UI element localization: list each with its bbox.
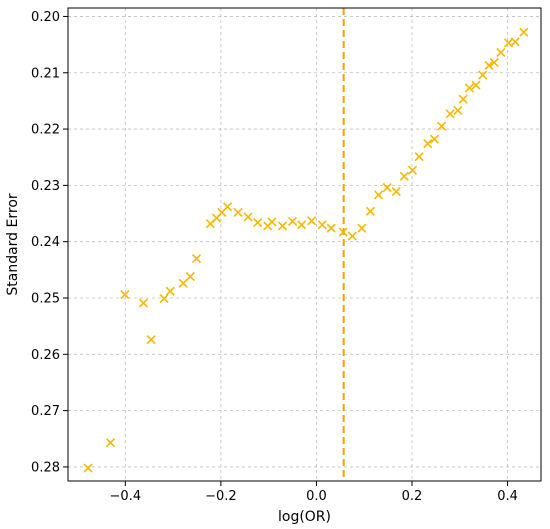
- x-axis-ticks: −0.4 −0.2 0.0 0.2 0.4: [110, 481, 518, 504]
- data-point: [233, 207, 243, 217]
- y-tick-label: 0.21: [31, 66, 60, 81]
- data-point: [429, 134, 440, 144]
- x-tick-label: 0.4: [497, 489, 518, 504]
- y-axis-ticks: 0.20 0.21 0.22 0.23 0.24 0.25 0.26 0.27 0.28: [31, 10, 68, 475]
- y-tick-label: 0.24: [31, 235, 60, 250]
- data-point: [357, 223, 367, 233]
- data-point: [414, 152, 424, 162]
- plot-frame: [67, 7, 542, 482]
- data-point: [159, 293, 169, 304]
- data-point: [317, 220, 327, 230]
- x-tick-label: −0.4: [110, 489, 142, 504]
- x-tick-label: −0.2: [205, 489, 237, 504]
- data-point: [437, 121, 447, 131]
- data-point: [373, 190, 384, 200]
- y-tick-label: 0.28: [31, 460, 60, 475]
- data-point: [326, 223, 336, 233]
- data-point: [178, 278, 188, 288]
- y-tick-label: 0.27: [31, 404, 60, 419]
- data-point: [519, 27, 529, 37]
- data-point: [338, 227, 348, 237]
- grid: [68, 8, 541, 481]
- data-point: [243, 212, 253, 222]
- data-point: [464, 83, 474, 93]
- data-point: [267, 217, 277, 227]
- data-point: [399, 171, 409, 181]
- data-point: [185, 272, 195, 282]
- data-point: [287, 216, 298, 226]
- data-point: [407, 165, 418, 175]
- data-point: [489, 58, 499, 68]
- data-point: [382, 183, 392, 193]
- data-point: [105, 438, 116, 448]
- data-point: [253, 217, 263, 228]
- data-point: [277, 221, 288, 231]
- data-point: [223, 202, 233, 212]
- y-tick-label: 0.23: [31, 179, 60, 194]
- data-point: [138, 298, 149, 308]
- data-point: [347, 231, 357, 241]
- data-point: [83, 463, 93, 473]
- x-axis-label: log(OR): [278, 509, 331, 525]
- data-point: [453, 105, 463, 116]
- data-point: [484, 60, 494, 71]
- x-tick-label: 0.0: [306, 489, 327, 504]
- data-point: [146, 335, 156, 345]
- data-point: [191, 254, 202, 264]
- y-tick-label: 0.25: [31, 291, 60, 306]
- data-point: [120, 290, 130, 300]
- data-point: [391, 187, 401, 197]
- data-point: [423, 139, 433, 149]
- data-point: [510, 37, 520, 47]
- data-point: [496, 47, 506, 58]
- y-tick-label: 0.20: [31, 10, 60, 25]
- data-points: [83, 27, 529, 473]
- y-tick-label: 0.26: [31, 348, 60, 363]
- data-point: [307, 216, 317, 226]
- y-tick-label: 0.22: [31, 123, 60, 138]
- data-point: [165, 286, 175, 296]
- data-point: [458, 94, 468, 104]
- y-axis-label: Standard Error: [5, 193, 21, 296]
- data-point: [471, 80, 481, 90]
- data-point: [445, 109, 455, 119]
- data-point: [365, 206, 375, 216]
- data-point: [297, 220, 307, 230]
- x-tick-label: 0.2: [402, 489, 423, 504]
- data-point: [478, 70, 488, 80]
